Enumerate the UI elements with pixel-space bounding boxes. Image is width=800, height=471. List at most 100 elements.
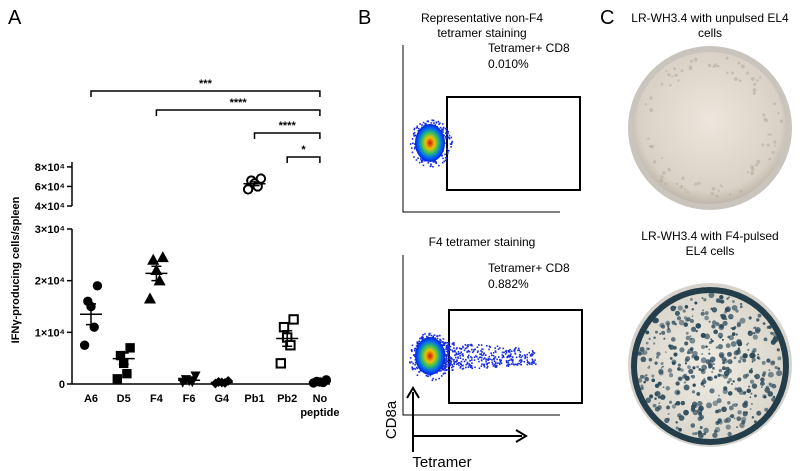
event-dot: [411, 138, 414, 140]
event-dot: [532, 353, 534, 356]
event-dot: [470, 364, 473, 367]
spot: [649, 108, 654, 113]
event-dot: [514, 363, 517, 366]
event-dot: [436, 372, 438, 374]
spot: [711, 370, 714, 374]
event-dot: [526, 353, 529, 356]
event-dot: [411, 368, 414, 371]
event-dot: [493, 363, 496, 366]
event-dot: [501, 356, 504, 359]
event-dot: [472, 350, 475, 352]
event-dot: [413, 143, 416, 145]
event-dot: [496, 358, 498, 361]
event-dot: [422, 121, 425, 124]
spot: [684, 358, 689, 363]
spot: [665, 69, 668, 73]
spot: [644, 103, 647, 106]
event-dot: [473, 359, 476, 361]
spot: [686, 190, 689, 194]
significance-label: ***: [199, 78, 213, 90]
event-dot: [431, 119, 433, 122]
event-dot: [467, 355, 469, 358]
spot: [712, 400, 719, 407]
event-dot: [526, 359, 529, 361]
event-dot: [451, 364, 454, 366]
spot: [760, 377, 765, 382]
event-dot: [446, 344, 449, 347]
spot: [745, 411, 748, 414]
event-dot: [480, 365, 483, 367]
event-dot: [451, 349, 453, 352]
spot: [655, 330, 658, 334]
event-dot: [448, 342, 451, 344]
event-dot: [411, 366, 413, 369]
spot: [647, 137, 650, 140]
event-dot: [430, 163, 432, 166]
event-dot: [506, 356, 508, 359]
event-dot: [439, 338, 441, 341]
spot: [750, 402, 753, 406]
event-dot: [471, 351, 474, 354]
event-dot: [470, 344, 473, 347]
event-dot: [444, 353, 446, 355]
spot: [695, 323, 702, 329]
event-dot: [507, 354, 510, 357]
error-bar: [184, 378, 195, 383]
event-dot: [481, 354, 483, 357]
panel-letter: B: [358, 7, 371, 29]
spot: [728, 193, 732, 196]
y-tick-label: 6×10⁴: [35, 181, 65, 193]
event-dot: [481, 351, 483, 353]
data-point: [112, 374, 122, 384]
spot: [728, 296, 731, 299]
spot: [749, 407, 752, 410]
event-dot: [422, 164, 425, 167]
event-dot: [445, 355, 447, 358]
event-dot: [488, 348, 490, 351]
event-dot: [481, 363, 483, 365]
event-dot: [412, 142, 414, 145]
spot: [777, 112, 780, 115]
spot: [688, 66, 693, 71]
spot: [746, 171, 750, 174]
spot: [670, 337, 676, 342]
event-dot: [431, 379, 434, 382]
event-dot: [507, 349, 510, 352]
spot: [695, 329, 698, 333]
event-dot: [492, 354, 495, 357]
event-dot: [444, 363, 447, 366]
spot: [677, 363, 681, 367]
event-dot: [505, 351, 508, 354]
event-dot: [516, 364, 519, 366]
event-dot: [432, 161, 435, 163]
event-dot: [457, 361, 460, 364]
event-dot: [495, 362, 497, 365]
event-dot: [445, 130, 448, 132]
spot: [640, 356, 647, 363]
event-dot: [410, 147, 413, 149]
spot: [763, 337, 768, 342]
event-dot: [456, 347, 458, 349]
event-dot: [445, 136, 447, 138]
event-dot: [438, 123, 440, 125]
spot: [748, 330, 752, 334]
spot: [727, 359, 733, 365]
spot: [683, 409, 689, 416]
spot: [657, 381, 662, 386]
event-dot: [448, 134, 451, 137]
spot: [723, 370, 730, 377]
event-dot: [459, 362, 461, 364]
event-dot: [445, 353, 447, 356]
event-dot: [468, 354, 470, 357]
event-dot: [419, 337, 422, 340]
data-point: [242, 184, 254, 195]
spot: [705, 345, 708, 348]
spot: [673, 67, 677, 71]
spot: [653, 342, 656, 345]
spot: [691, 390, 696, 394]
event-dot: [449, 357, 452, 360]
spot: [719, 323, 724, 329]
event-dot: [451, 358, 453, 360]
spot: [731, 332, 736, 336]
spot: [658, 402, 661, 405]
